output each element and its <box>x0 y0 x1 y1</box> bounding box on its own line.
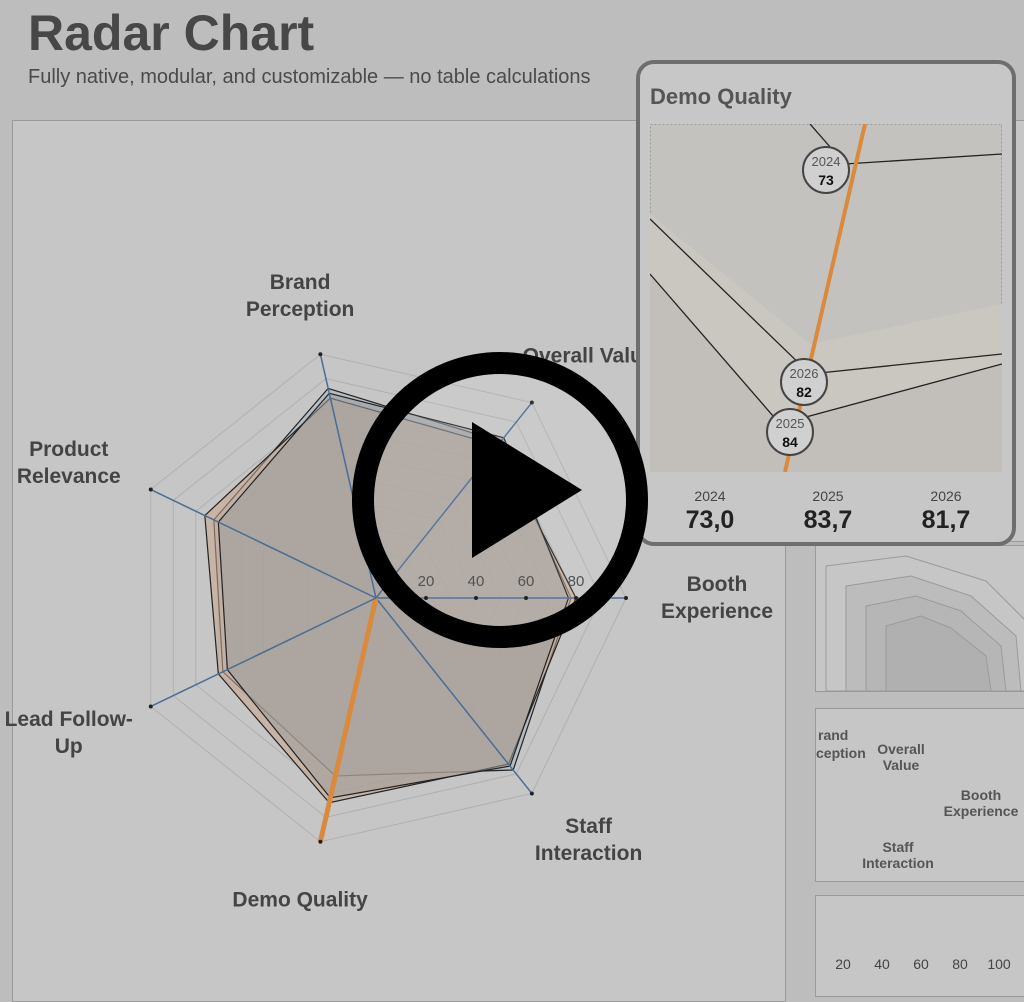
tooltip-bubble: 2026 82 <box>780 358 828 406</box>
tick-mark <box>574 596 578 600</box>
side-label: ception <box>816 745 866 761</box>
mini-radar-panel <box>815 545 1024 692</box>
bubble-value: 84 <box>782 434 798 450</box>
labels-panel: rand ception Overall Value Booth Experie… <box>815 708 1024 882</box>
tick-label: 60 <box>518 573 535 590</box>
tick-mark <box>424 596 428 600</box>
tooltip-bubble: 2024 73 <box>802 146 850 194</box>
axis-line <box>150 597 377 708</box>
category-label: Booth Experience <box>660 573 774 623</box>
axis-end <box>318 352 323 357</box>
axis-line <box>150 488 377 599</box>
axis-end <box>318 839 323 844</box>
axis-line <box>375 597 533 794</box>
category-label: Staff Interaction <box>534 815 643 866</box>
summary-value: 83,7 <box>803 506 853 534</box>
tooltip: Demo Quality 2024 73 2026 82 2025 84 2024 73,0… <box>636 60 1016 546</box>
axis-end <box>529 400 534 405</box>
axis-end <box>148 487 153 492</box>
tooltip-zoom <box>650 124 1002 472</box>
summary-year: 2025 <box>812 488 844 504</box>
bubble-year: 2024 <box>811 154 841 169</box>
tick-label: 40 <box>468 573 485 590</box>
category-label: Product Relevance <box>16 438 121 489</box>
category-label: Lead Follow-Up <box>4 707 133 758</box>
axis-end <box>529 791 534 796</box>
side-label: Overall Value <box>877 741 925 773</box>
summary-year: 2024 <box>694 488 726 504</box>
side-tick: 60 <box>913 956 929 972</box>
category-label: Brand Perception <box>245 270 355 321</box>
mini-radar <box>825 555 1024 692</box>
summary-value: 81,7 <box>921 506 971 534</box>
grid-ring <box>172 378 602 818</box>
axis-line <box>375 402 533 599</box>
axis-end <box>148 704 153 709</box>
category-label: Demo Quality <box>232 888 368 912</box>
tick-mark <box>524 596 528 600</box>
title: Radar Chart <box>28 5 315 61</box>
tooltip-title: Demo Quality <box>650 84 792 109</box>
side-tick: 40 <box>874 956 890 972</box>
subtitle: Fully native, modular, and customizable … <box>28 66 591 88</box>
summary-value: 73,0 <box>685 506 735 534</box>
ticks-panel: 20 40 60 80 100 <box>815 895 1024 997</box>
bubble-value: 73 <box>818 172 834 188</box>
tick-mark <box>474 596 478 600</box>
bubble-value: 82 <box>796 384 812 400</box>
side-tick: 20 <box>835 956 851 972</box>
bubble-year: 2025 <box>775 416 805 431</box>
play-triangle[interactable] <box>472 422 582 558</box>
side-label: Staff Interaction <box>862 839 934 871</box>
side-tick: 80 <box>952 956 968 972</box>
tooltip-bubble: 2025 84 <box>766 408 814 456</box>
axis-end <box>624 596 628 600</box>
side-label: rand <box>818 727 849 743</box>
play-button[interactable] <box>350 350 650 650</box>
tick-label: 20 <box>418 573 435 590</box>
axis-line <box>317 597 379 843</box>
bubble-year: 2026 <box>789 366 819 381</box>
summary-year: 2026 <box>930 488 962 504</box>
grid-ring <box>150 353 627 843</box>
side-label: Booth Experience <box>943 787 1019 819</box>
tick-label: 80 <box>568 573 585 590</box>
side-tick: 100 <box>987 956 1011 972</box>
category-label: Overall Value <box>522 344 655 368</box>
